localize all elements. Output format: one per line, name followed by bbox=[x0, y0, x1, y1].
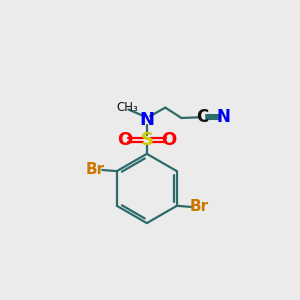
Text: N: N bbox=[216, 108, 230, 126]
Text: S: S bbox=[140, 131, 153, 149]
Text: O: O bbox=[117, 131, 133, 149]
Text: C: C bbox=[196, 108, 208, 126]
Text: Br: Br bbox=[189, 200, 208, 214]
Text: N: N bbox=[139, 111, 154, 129]
Text: Br: Br bbox=[85, 163, 104, 178]
Text: O: O bbox=[161, 131, 176, 149]
Text: CH₃: CH₃ bbox=[116, 101, 138, 114]
